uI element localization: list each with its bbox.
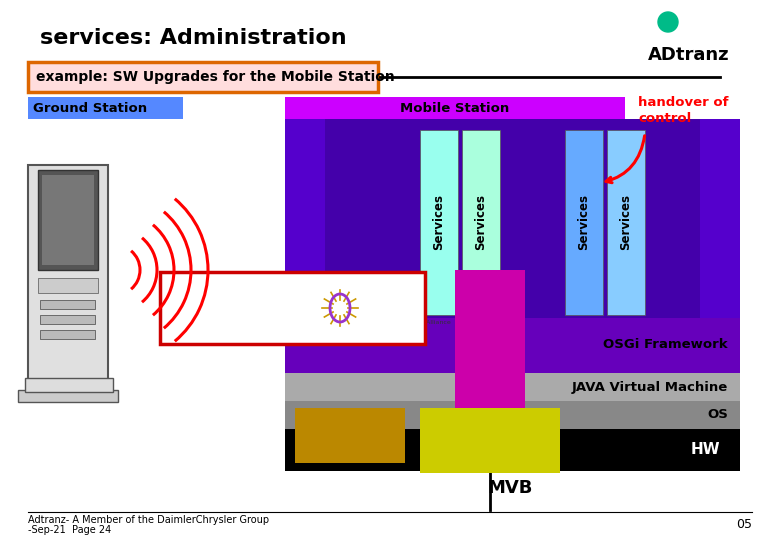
Text: OSGi Framework: OSGi Framework bbox=[604, 339, 728, 352]
Bar bbox=[420, 408, 560, 473]
Text: Mobile Station: Mobile Station bbox=[400, 102, 509, 114]
Bar bbox=[420, 130, 458, 315]
Bar bbox=[285, 119, 740, 449]
Text: handover of
control: handover of control bbox=[638, 96, 729, 125]
Text: Services: Services bbox=[577, 194, 590, 251]
Bar bbox=[40, 330, 95, 339]
Text: JAVA Virtual Machine: JAVA Virtual Machine bbox=[572, 381, 728, 394]
Text: Services: Services bbox=[432, 194, 445, 251]
Bar bbox=[565, 130, 603, 315]
Circle shape bbox=[658, 12, 678, 32]
Text: -Sep-21  Page 24: -Sep-21 Page 24 bbox=[28, 525, 112, 535]
Text: OSGi: OSGi bbox=[370, 299, 416, 317]
Text: ADtranz: ADtranz bbox=[648, 46, 729, 64]
Text: HW: HW bbox=[690, 442, 720, 457]
Text: TCN: TCN bbox=[473, 433, 507, 448]
Bar bbox=[295, 408, 405, 463]
Bar bbox=[40, 300, 95, 309]
Text: OS: OS bbox=[707, 408, 728, 422]
Text: Connected World Alliance: Connected World Alliance bbox=[370, 320, 451, 325]
Text: Services: Services bbox=[474, 194, 488, 251]
Bar bbox=[40, 315, 95, 324]
Bar bbox=[462, 130, 500, 315]
Text: mechanism
is defined by: mechanism is defined by bbox=[172, 278, 279, 314]
Text: TCL: TCL bbox=[474, 333, 505, 348]
Bar bbox=[18, 390, 118, 402]
Bar bbox=[285, 429, 740, 471]
Text: 05: 05 bbox=[736, 518, 752, 531]
Bar bbox=[285, 373, 740, 401]
Bar bbox=[28, 62, 378, 92]
Bar bbox=[455, 270, 525, 445]
Bar bbox=[28, 97, 183, 119]
Bar bbox=[160, 272, 425, 344]
Text: Services: Services bbox=[619, 194, 633, 251]
Text: example: SW Upgrades for the Mobile Station: example: SW Upgrades for the Mobile Stat… bbox=[36, 70, 395, 84]
Bar bbox=[38, 170, 98, 270]
Bar bbox=[42, 175, 94, 265]
Bar bbox=[700, 119, 740, 319]
Bar bbox=[38, 278, 98, 293]
Bar bbox=[607, 130, 645, 315]
Text: Ground Station: Ground Station bbox=[33, 102, 147, 114]
Bar bbox=[28, 165, 108, 390]
Bar bbox=[285, 401, 740, 429]
Text: MVB: MVB bbox=[488, 479, 533, 497]
Text: services: Administration: services: Administration bbox=[40, 28, 346, 48]
Bar bbox=[285, 97, 625, 119]
Bar bbox=[285, 119, 325, 319]
Text: Adtranz- A Member of the DaimlerChrysler Group: Adtranz- A Member of the DaimlerChrysler… bbox=[28, 515, 269, 525]
Bar bbox=[25, 378, 113, 392]
Text: Drivers: Drivers bbox=[321, 428, 378, 442]
Bar bbox=[285, 318, 740, 373]
